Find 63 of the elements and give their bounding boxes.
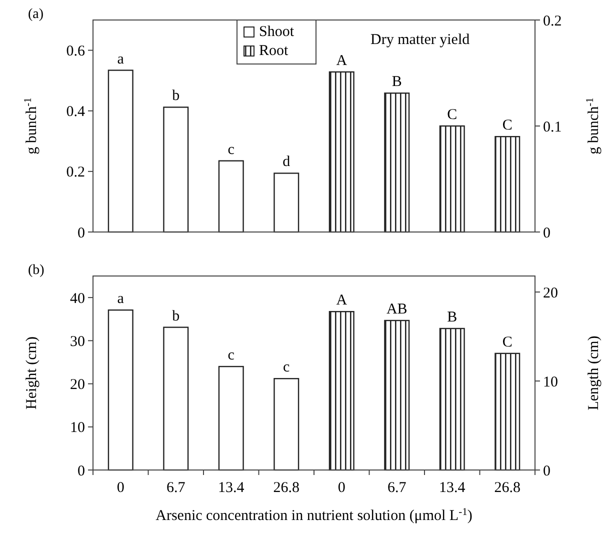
y2-tick-label: 10 bbox=[543, 374, 558, 390]
data-label: A bbox=[336, 52, 348, 69]
y-tick-label: 20 bbox=[70, 377, 85, 394]
bar bbox=[328, 310, 354, 471]
x-tick-label: 13.4 bbox=[439, 480, 466, 496]
data-label: C bbox=[447, 107, 458, 123]
y-tick-label: 0.2 bbox=[66, 164, 85, 181]
y2-tick-label: 20 bbox=[543, 285, 558, 302]
data-label: A bbox=[336, 292, 348, 309]
bar bbox=[218, 366, 244, 471]
legend-label: Root bbox=[259, 43, 290, 59]
annotation: Dry matter yield bbox=[370, 32, 470, 48]
y2-axis-title: Length (cm) bbox=[586, 336, 602, 410]
bar bbox=[384, 92, 410, 233]
bar bbox=[494, 352, 520, 471]
y2-tick-label: 0.2 bbox=[543, 13, 562, 30]
y-tick-label: 0.4 bbox=[66, 104, 86, 120]
bar bbox=[108, 70, 134, 233]
x-tick-label: 26.8 bbox=[273, 480, 300, 496]
y2-tick-label: 0 bbox=[543, 463, 550, 480]
chart-title: (b) bbox=[28, 263, 45, 278]
y2-tick-label: 0.1 bbox=[543, 119, 562, 136]
x-axis-title: Arsenic concentration in nutrient solution (μmol L$^{-1}$) bbox=[156, 506, 472, 524]
y-tick-label: 0 bbox=[78, 225, 85, 242]
data-label: B bbox=[447, 310, 458, 326]
y-tick-label: 0.6 bbox=[66, 44, 86, 60]
bar bbox=[439, 125, 465, 233]
bar bbox=[163, 106, 189, 233]
x-tick-label: 6.7 bbox=[166, 480, 186, 496]
data-label: b bbox=[172, 308, 180, 324]
data-label: a bbox=[117, 291, 124, 308]
legend-label: Shoot bbox=[259, 24, 295, 40]
x-tick-label: 6.7 bbox=[388, 480, 407, 496]
data-label: a bbox=[117, 51, 124, 68]
data-label: c bbox=[228, 348, 235, 364]
y-tick-label: 40 bbox=[70, 290, 85, 307]
x-tick-label: 26.8 bbox=[494, 480, 520, 496]
bar bbox=[494, 136, 520, 233]
data-label: c bbox=[228, 142, 235, 158]
data-label: c bbox=[283, 360, 290, 376]
y-tick-label: 30 bbox=[70, 334, 85, 350]
bar bbox=[274, 378, 300, 471]
bar bbox=[108, 309, 134, 471]
x-tick-label: 0 bbox=[116, 480, 124, 496]
y2-tick-label: 0 bbox=[543, 225, 550, 242]
bar bbox=[274, 172, 300, 233]
x-tick-label: 0 bbox=[338, 480, 346, 496]
bar bbox=[218, 160, 244, 233]
data-label: b bbox=[172, 88, 180, 104]
data-label: AB bbox=[386, 301, 408, 318]
data-label: C bbox=[502, 118, 512, 134]
bar bbox=[384, 320, 410, 471]
y-tick-label: 0 bbox=[78, 463, 85, 480]
x-tick-label: 13.4 bbox=[218, 480, 245, 496]
y-axis-title: Height (cm) bbox=[24, 336, 40, 410]
data-label: B bbox=[392, 74, 402, 90]
bar bbox=[439, 328, 465, 471]
bar bbox=[328, 71, 354, 233]
data-label: C bbox=[502, 334, 512, 350]
data-label: d bbox=[282, 154, 291, 170]
y-tick-label: 10 bbox=[70, 420, 85, 436]
bar bbox=[163, 326, 189, 471]
chart-title: (a) bbox=[28, 7, 44, 22]
